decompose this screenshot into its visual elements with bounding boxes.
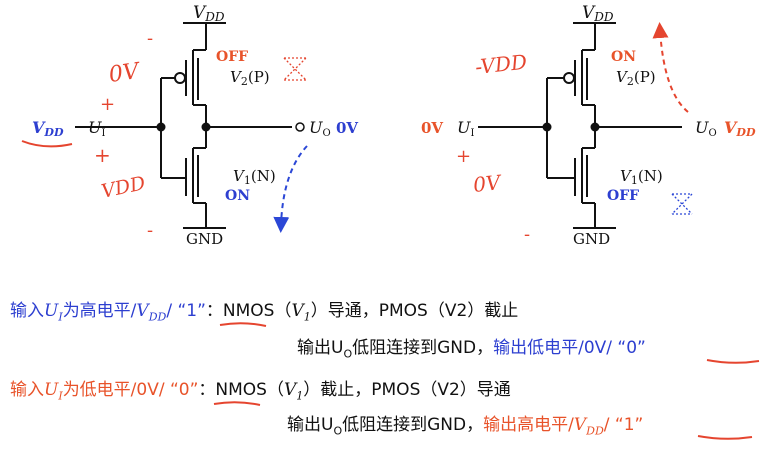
line1-level: 为高电平/ — [62, 301, 137, 321]
pmos-state-label: OFF — [216, 49, 248, 65]
v1-label: V1(N) — [620, 167, 663, 187]
pmos-state-label: ON — [611, 49, 636, 65]
line2-result: 输出低电平/0V/ “0” — [493, 338, 646, 358]
nmos-state-label: OFF — [607, 188, 639, 204]
line4-logic: / “1” — [603, 415, 644, 435]
output-value-label: VDD — [724, 118, 756, 139]
underline-mark — [697, 435, 753, 440]
line2-output: 输出UO — [297, 338, 353, 361]
line3-ui: UI — [44, 380, 63, 403]
input-name-label: UI — [88, 118, 105, 139]
ink-zero-volt: 0V — [107, 59, 142, 88]
junction-dot — [156, 122, 166, 132]
v2-label: V2(P) — [230, 68, 270, 88]
ink-minus: - — [524, 224, 530, 245]
input-name-label: UI — [457, 118, 474, 139]
vdd-label: VDD — [193, 3, 225, 24]
gnd-label: GND — [573, 230, 610, 248]
output-name-label: UO — [309, 118, 331, 139]
ink-plus: + — [456, 146, 471, 167]
ink-minus-vdd: -VDD — [474, 50, 528, 79]
line4-vdd: VDD — [573, 415, 604, 438]
vdd-label: VDD — [582, 3, 614, 24]
line1-vdd: VDD — [136, 301, 167, 324]
underline-mark — [213, 401, 261, 406]
left-handwriting: 0V VDD + + - - — [21, 28, 308, 241]
line3-level: 为低电平/0V/ “0” — [62, 380, 199, 400]
line4-gnd: 低阻连接到GND， — [342, 415, 484, 435]
line1-logic: / “1” — [166, 301, 206, 321]
underline-mark — [219, 322, 267, 327]
line2-gnd: 低阻连接到GND， — [352, 338, 494, 358]
ink-plus: + — [94, 143, 111, 167]
line1-rest: ）导通，PMOS（V2）截止 — [310, 301, 519, 321]
output-value-label: 0V — [336, 119, 358, 137]
right-handwriting: -VDD 0V + - — [456, 22, 693, 245]
line1-ui: UI — [44, 301, 63, 324]
junction-dot — [542, 122, 552, 132]
line1-nmos: ：NMOS（ — [205, 301, 292, 321]
text-line-3: 输入UI为低电平/0V/ “0”：NMOS（V1）截止，PMOS（V2）导通 — [10, 375, 768, 402]
nmos-state-label: ON — [225, 188, 250, 204]
line4-result: 输出高电平/ — [483, 415, 574, 435]
v2-label: V2(P) — [616, 68, 656, 88]
output-name-label: UO — [695, 118, 717, 139]
v1-label: V1(N) — [233, 167, 276, 187]
right-circuit — [478, 22, 682, 229]
line3-intro: 输入 — [10, 380, 44, 400]
junction-dot — [590, 122, 600, 132]
line3-nmos: ：NMOS（ — [198, 380, 284, 400]
ink-zero-volt: 0V — [472, 170, 504, 197]
input-value-label: 0V — [421, 119, 443, 137]
line1-v1: V1 — [291, 301, 311, 324]
ink-minus: - — [147, 220, 153, 241]
input-value-label: VDD — [32, 118, 64, 139]
ink-plus: + — [100, 94, 115, 115]
text-line-4: 输出UO低阻连接到GND，输出高电平/VDD/ “1” — [287, 410, 768, 437]
junction-dot — [201, 122, 211, 132]
text-line-1: 输入UI为高电平/VDD/ “1”：NMOS（V1）导通，PMOS（V2）截止 — [10, 296, 768, 323]
line3-rest: ）截止，PMOS（V2）导通 — [303, 380, 511, 400]
line1-intro: 输入 — [10, 301, 44, 321]
text-line-2: 输出UO低阻连接到GND，输出低电平/0V/ “0” — [297, 333, 768, 360]
line3-v1: V1 — [283, 380, 304, 403]
gnd-label: GND — [186, 230, 223, 248]
output-terminal — [295, 122, 305, 132]
ink-minus: - — [147, 28, 153, 49]
ink-vdd: VDD — [99, 172, 147, 203]
line4-output: 输出UO — [287, 415, 343, 438]
underline-mark — [706, 359, 760, 364]
